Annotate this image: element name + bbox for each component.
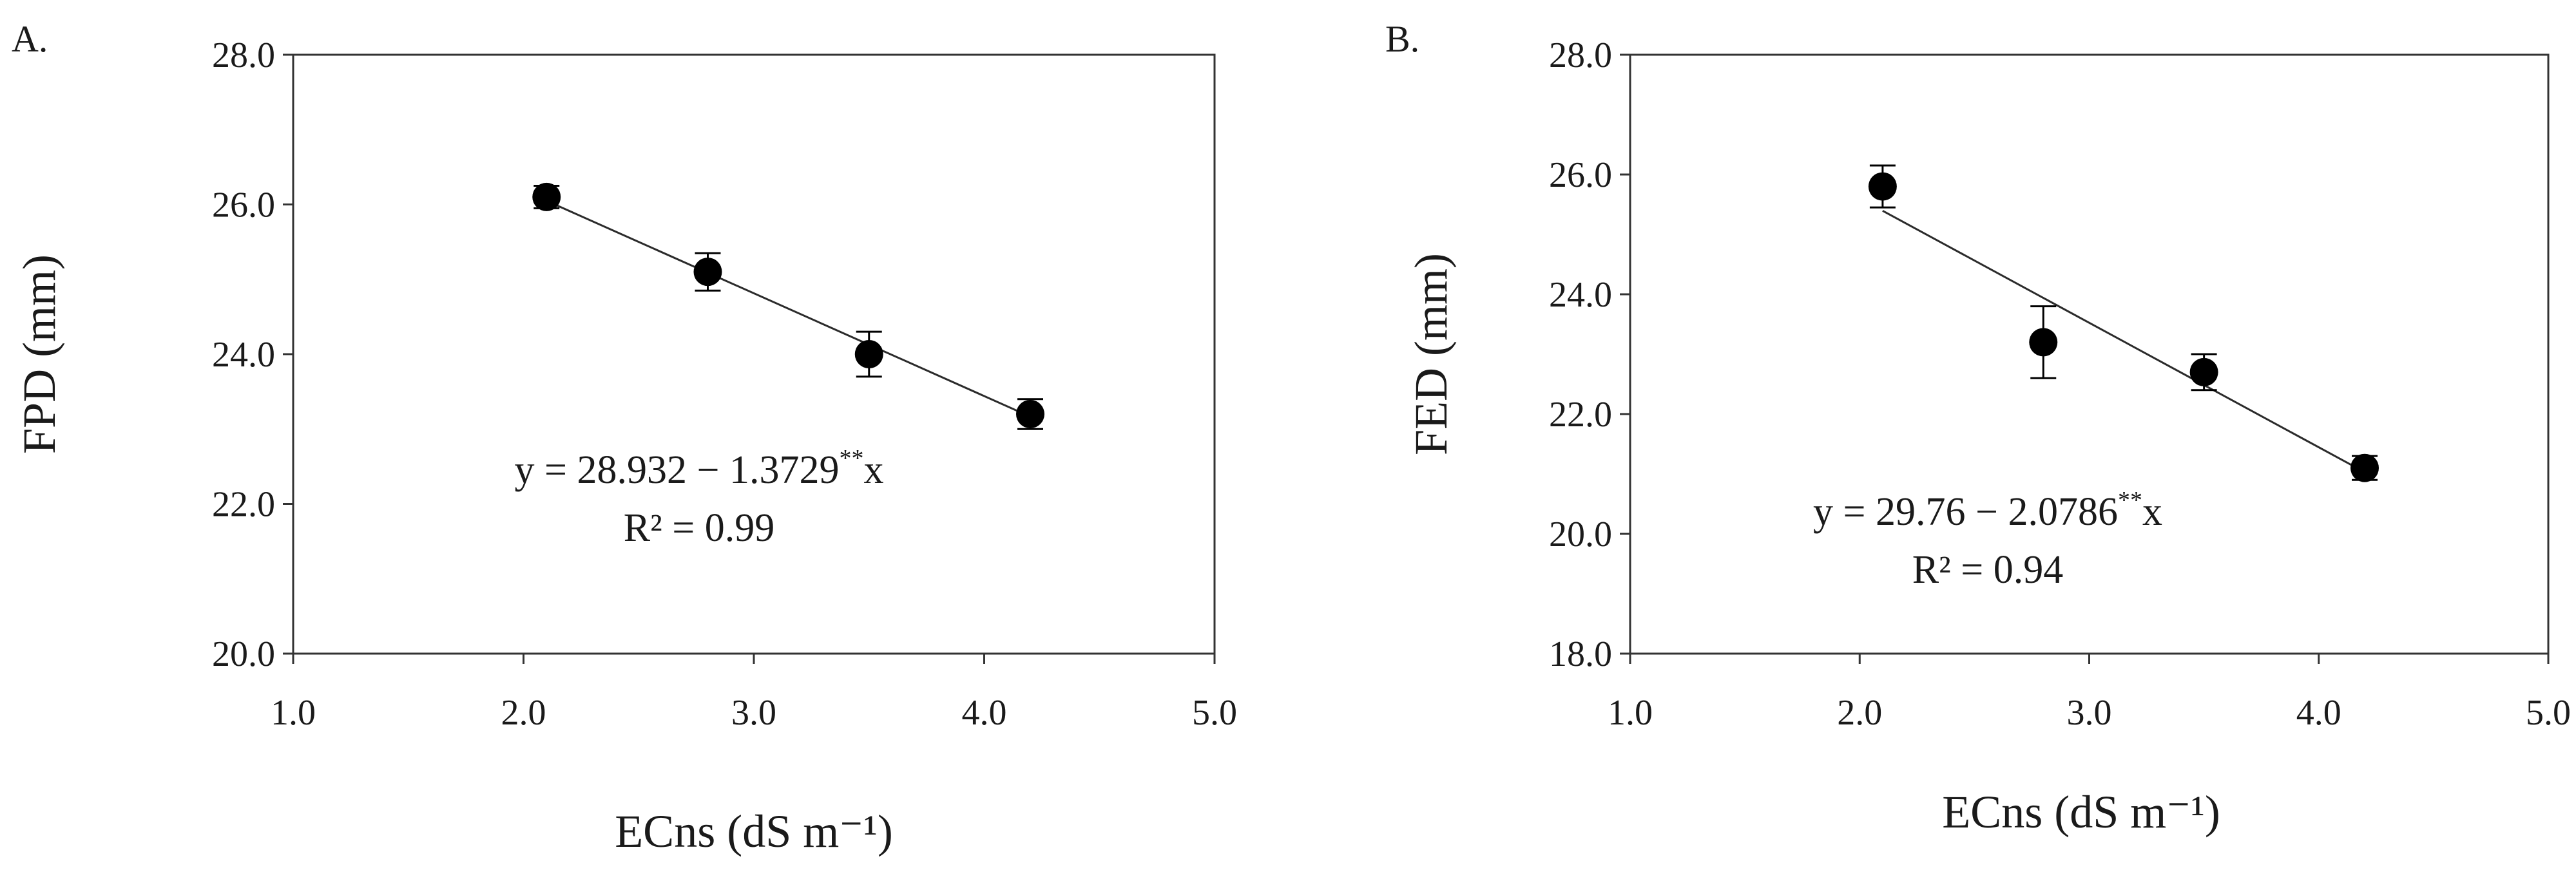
x-tick-label: 3.0 (731, 693, 776, 733)
y-tick-label: 26.0 (1549, 155, 1612, 195)
trendline (546, 200, 1031, 418)
x-axis-title: ECns (dS m⁻¹) (615, 806, 893, 857)
y-tick-label: 24.0 (212, 335, 275, 375)
plot-frame (1629, 53, 2550, 655)
y-tick-label: 22.0 (1549, 395, 1612, 435)
x-axis-title: ECns (dS m⁻¹) (1942, 786, 2220, 838)
data-point (2029, 328, 2058, 357)
plot-frame (292, 53, 1216, 655)
r-squared-label: R² = 0.99 (624, 506, 774, 550)
data-point (2350, 453, 2379, 482)
x-tick-label: 4.0 (2296, 693, 2341, 733)
regression-equation: y = 29.76 − 2.0786**x (1813, 487, 2162, 534)
panel-label: A. (12, 18, 48, 60)
x-tick-label: 3.0 (2067, 693, 2112, 733)
panel-label: B. (1385, 18, 1419, 60)
x-tick-label: 1.0 (1608, 693, 1653, 733)
data-point (532, 182, 561, 211)
data-point (1016, 400, 1044, 428)
y-tick-label: 20.0 (1549, 515, 1612, 554)
regression-equation: y = 28.932 − 1.3729**x (515, 445, 884, 492)
data-point (693, 258, 722, 287)
data-point (2189, 357, 2218, 386)
x-tick-label: 2.0 (1837, 693, 1882, 733)
r-squared-label: R² = 0.94 (1912, 548, 2063, 592)
y-tick-label: 28.0 (1549, 35, 1612, 75)
chart-panel-a: A. 20.0 22.0 24.0 26.0 28.0 1.0 2.0 3.0 4.0 5.0 FPD… (12, 18, 1237, 857)
x-tick-label: 4.0 (962, 693, 1007, 733)
y-tick-label: 18.0 (1549, 634, 1612, 674)
y-tick-label: 24.0 (1549, 275, 1612, 315)
data-point (1868, 172, 1897, 201)
y-tick-label: 28.0 (212, 35, 275, 75)
x-tick-label: 2.0 (501, 693, 546, 733)
data-point (854, 340, 883, 368)
y-axis-title: FED (mm) (1405, 253, 1457, 455)
x-tick-label: 5.0 (1192, 693, 1237, 733)
y-axis-title: FPD (mm) (14, 254, 65, 454)
trendline (1882, 209, 2365, 473)
y-tick-label: 26.0 (212, 185, 275, 225)
x-tick-label: 5.0 (2526, 693, 2571, 733)
y-tick-label: 20.0 (212, 634, 275, 674)
x-tick-label: 1.0 (271, 693, 316, 733)
chart-panel-b: B. 18.0 20.0 22.0 24.0 26.0 28.0 1.0 2.0 3.0 4.0 5.… (1385, 18, 2571, 838)
y-tick-label: 22.0 (212, 485, 275, 525)
